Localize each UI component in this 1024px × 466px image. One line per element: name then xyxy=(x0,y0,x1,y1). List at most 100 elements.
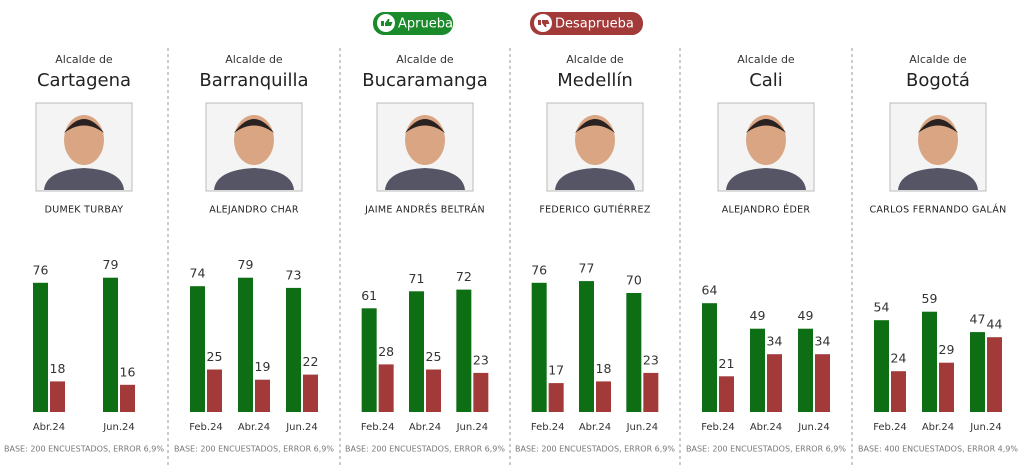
panel-city: Cartagena xyxy=(37,70,131,91)
bar xyxy=(50,381,65,412)
value-label: 22 xyxy=(303,354,319,369)
value-label: 49 xyxy=(750,308,766,323)
bar xyxy=(255,379,270,412)
person-name: ALEJANDRO CHAR xyxy=(209,205,299,216)
photo-hair xyxy=(405,119,445,133)
value-label: 18 xyxy=(596,361,612,376)
bar xyxy=(626,293,642,412)
bar xyxy=(33,282,48,412)
photo-body xyxy=(898,168,978,190)
base-note: BASE: 400 ENCUESTADOS, ERROR 4,9% xyxy=(858,445,1018,454)
value-label: 44 xyxy=(987,317,1003,332)
x-tick-label: Jun.24 xyxy=(969,422,1002,433)
panel-city: Barranquilla xyxy=(199,70,308,91)
bar xyxy=(922,311,937,412)
x-tick-label: Feb.24 xyxy=(531,422,565,433)
value-label: 76 xyxy=(33,262,49,277)
value-label: 49 xyxy=(798,308,814,323)
photo-body xyxy=(214,168,294,190)
photo-face xyxy=(234,115,274,165)
legend-label: Aprueba xyxy=(398,17,453,32)
bar xyxy=(548,383,564,412)
person-name: JAIME ANDRÉS BELTRÁN xyxy=(364,204,485,216)
photo-face xyxy=(64,115,104,165)
value-label: 17 xyxy=(548,363,564,378)
value-label: 16 xyxy=(120,364,136,379)
panel-title: Alcalde de xyxy=(225,53,283,66)
person-name: FEDERICO GUTIÉRREZ xyxy=(539,204,651,216)
bar xyxy=(815,354,830,412)
x-tick-label: Abr.24 xyxy=(579,422,611,433)
value-label: 25 xyxy=(426,349,442,364)
x-tick-label: Feb.24 xyxy=(873,422,907,433)
bar xyxy=(798,328,813,412)
panel-title: Alcalde de xyxy=(566,53,624,66)
bar xyxy=(473,372,489,412)
person-name: ALEJANDRO ÉDER xyxy=(722,204,811,216)
x-tick-label: Abr.24 xyxy=(238,422,270,433)
panel-city: Medellín xyxy=(557,70,633,91)
panel-title: Alcalde de xyxy=(55,53,113,66)
x-tick-label: Jun.24 xyxy=(102,422,135,433)
value-label: 73 xyxy=(286,267,302,282)
x-tick-label: Jun.24 xyxy=(285,422,318,433)
photo-body xyxy=(726,168,806,190)
value-label: 64 xyxy=(702,283,718,298)
bar xyxy=(378,364,394,412)
base-note: BASE: 200 ENCUESTADOS, ERROR 6,9% xyxy=(174,445,334,454)
value-label: 23 xyxy=(643,352,659,367)
photo-face xyxy=(405,115,445,165)
photo-hair xyxy=(64,119,104,133)
legend-swatch xyxy=(530,12,643,35)
x-tick-label: Jun.24 xyxy=(626,422,659,433)
base-note: BASE: 200 ENCUESTADOS, ERROR 6,9% xyxy=(4,445,164,454)
bar xyxy=(874,320,889,412)
value-label: 74 xyxy=(190,266,206,281)
value-label: 59 xyxy=(922,291,938,306)
value-label: 29 xyxy=(939,342,955,357)
bar xyxy=(531,282,547,412)
panel-title: Alcalde de xyxy=(737,53,795,66)
photo-body xyxy=(555,168,635,190)
base-note: BASE: 200 ENCUESTADOS, ERROR 6,9% xyxy=(686,445,846,454)
photo-face xyxy=(746,115,786,165)
bar xyxy=(767,354,782,412)
value-label: 77 xyxy=(579,261,595,276)
x-tick-label: Feb.24 xyxy=(189,422,223,433)
bar xyxy=(750,328,765,412)
value-label: 21 xyxy=(719,356,735,371)
value-label: 47 xyxy=(970,312,986,327)
bar xyxy=(238,277,253,412)
bar xyxy=(286,287,301,412)
legend-label: Desaprueba xyxy=(555,17,634,32)
bar xyxy=(939,362,954,412)
x-tick-label: Abr.24 xyxy=(922,422,954,433)
value-label: 18 xyxy=(50,361,66,376)
value-label: 24 xyxy=(891,351,907,366)
bar xyxy=(120,384,135,412)
photo-hair xyxy=(575,119,615,133)
bar xyxy=(409,291,424,412)
x-tick-label: Abr.24 xyxy=(750,422,782,433)
photo-body xyxy=(385,168,465,190)
value-label: 54 xyxy=(874,300,890,315)
panel-city: Cali xyxy=(749,70,783,91)
x-tick-label: Feb.24 xyxy=(701,422,735,433)
bar xyxy=(643,372,659,412)
bar xyxy=(970,332,985,412)
bar xyxy=(207,369,222,412)
legend: Aprueba Desaprueba xyxy=(373,12,643,35)
base-note: BASE: 200 ENCUESTADOS, ERROR 6,9% xyxy=(345,445,505,454)
value-label: 72 xyxy=(456,269,472,284)
value-label: 23 xyxy=(473,352,489,367)
thumb-up-shape xyxy=(381,19,393,26)
value-label: 25 xyxy=(207,349,223,364)
value-label: 70 xyxy=(626,273,642,288)
photo-hair xyxy=(746,119,786,133)
value-label: 71 xyxy=(409,271,425,286)
photo-hair xyxy=(234,119,274,133)
bar xyxy=(596,381,611,412)
value-label: 79 xyxy=(238,257,254,272)
